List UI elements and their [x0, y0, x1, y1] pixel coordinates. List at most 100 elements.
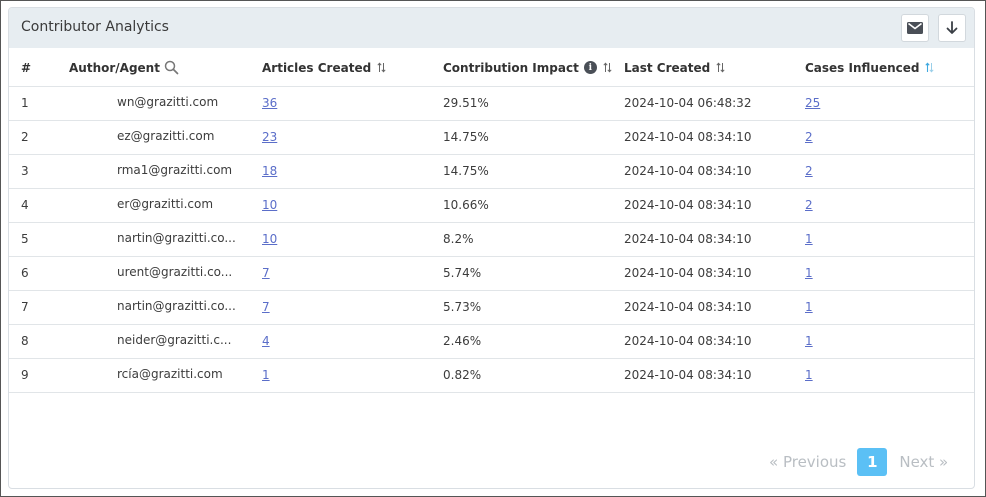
redaction-mask [69, 298, 117, 313]
table-row: 3 rma1@grazitti.com 18 14.75% 2024-10-04 08:… [9, 154, 974, 189]
redaction-mask [69, 196, 117, 211]
last-created-cell: 2024-10-04 08:34:10 [624, 188, 805, 223]
articles-link[interactable]: 36 [262, 96, 278, 110]
cases-link[interactable]: 2 [805, 198, 813, 212]
cases-link[interactable]: 2 [805, 164, 813, 178]
author-cell: nartin@grazitti.co... [69, 222, 262, 257]
sort-icon[interactable] [377, 62, 386, 73]
table-row: 8 neider@grazitti.c... 4 2.46% 2024-10-04 08… [9, 324, 974, 359]
col-impact-label: Contribution Impact [443, 60, 579, 75]
download-arrow-icon [946, 21, 958, 34]
row-index: 8 [9, 324, 69, 359]
author-cell: rcía@grazitti.com [69, 358, 262, 393]
sort-icon[interactable] [716, 62, 725, 73]
author-cell: neider@grazitti.c... [69, 324, 262, 359]
cases-cell: 25 [805, 86, 974, 121]
col-contribution-impact[interactable]: Contribution Impact i [443, 50, 624, 87]
articles-link[interactable]: 7 [262, 266, 270, 280]
articles-link[interactable]: 4 [262, 334, 270, 348]
author-cell: er@grazitti.com [69, 188, 262, 223]
last-created-cell: 2024-10-04 06:48:32 [624, 86, 805, 121]
col-author-label: Author/Agent [69, 60, 160, 75]
col-index: # [9, 50, 69, 87]
table-row: 6 urent@grazitti.co... 7 5.74% 2024-10-04 08… [9, 256, 974, 291]
col-cases-influenced[interactable]: Cases Influenced [805, 50, 974, 87]
sort-icon[interactable] [603, 62, 612, 73]
articles-cell: 10 [262, 188, 443, 223]
page-1-button[interactable]: 1 [857, 448, 888, 476]
previous-page-button[interactable]: « Previous [769, 453, 847, 471]
articles-link[interactable]: 1 [262, 368, 270, 382]
pagination: « Previous 1 Next » [769, 448, 948, 476]
row-index: 6 [9, 256, 69, 291]
cases-link[interactable]: 1 [805, 368, 813, 382]
articles-cell: 7 [262, 256, 443, 291]
impact-cell: 14.75% [443, 154, 624, 189]
table-row: 5 nartin@grazitti.co... 10 8.2% 2024-10-04 0… [9, 222, 974, 257]
col-last-created[interactable]: Last Created [624, 50, 805, 87]
author-cell: ez@grazitti.com [69, 120, 262, 155]
panel-header: Contributor Analytics [9, 8, 974, 48]
table-row: 2 ez@grazitti.com 23 14.75% 2024-10-04 08:34… [9, 120, 974, 155]
cases-link[interactable]: 25 [805, 96, 821, 110]
row-index: 7 [9, 290, 69, 325]
row-index: 4 [9, 188, 69, 223]
cases-cell: 1 [805, 256, 974, 291]
impact-cell: 8.2% [443, 222, 624, 257]
table-row: 7 nartin@grazitti.co... 7 5.73% 2024-10-04 0… [9, 290, 974, 325]
search-icon[interactable] [164, 60, 179, 75]
redaction-mask [69, 162, 117, 177]
cases-link[interactable]: 1 [805, 266, 813, 280]
col-cases-label: Cases Influenced [805, 60, 920, 75]
contributor-analytics-panel: Contributor Analytics # Author/Agent [8, 7, 975, 489]
author-cell: urent@grazitti.co... [69, 256, 262, 291]
email-button[interactable] [901, 14, 929, 42]
articles-link[interactable]: 18 [262, 164, 278, 178]
col-articles-label: Articles Created [262, 60, 372, 75]
sort-active-icon[interactable] [925, 62, 935, 73]
author-cell: rma1@grazitti.com [69, 154, 262, 189]
download-button[interactable] [938, 14, 966, 42]
cases-cell: 2 [805, 154, 974, 189]
impact-cell: 5.74% [443, 256, 624, 291]
table-body: 1 wn@grazitti.com 36 29.51% 2024-10-04 06:48… [9, 86, 974, 393]
col-articles-created[interactable]: Articles Created [262, 50, 443, 87]
impact-cell: 29.51% [443, 86, 624, 121]
last-created-cell: 2024-10-04 08:34:10 [624, 290, 805, 325]
impact-cell: 5.73% [443, 290, 624, 325]
last-created-cell: 2024-10-04 08:34:10 [624, 256, 805, 291]
articles-link[interactable]: 23 [262, 130, 278, 144]
redaction-mask [69, 230, 117, 245]
table-header-row: # Author/Agent Articles Created [9, 50, 974, 87]
redaction-mask [69, 332, 117, 347]
table-row: 1 wn@grazitti.com 36 29.51% 2024-10-04 06:48… [9, 86, 974, 121]
next-page-button[interactable]: Next » [899, 453, 949, 471]
impact-cell: 14.75% [443, 120, 624, 155]
cases-cell: 1 [805, 290, 974, 325]
cases-link[interactable]: 1 [805, 300, 813, 314]
col-author[interactable]: Author/Agent [69, 50, 262, 87]
row-index: 9 [9, 358, 69, 393]
panel-title: Contributor Analytics [21, 19, 169, 35]
author-cell: wn@grazitti.com [69, 86, 262, 121]
articles-cell: 1 [262, 358, 443, 393]
cases-link[interactable]: 1 [805, 334, 813, 348]
last-created-cell: 2024-10-04 08:34:10 [624, 358, 805, 393]
row-index: 5 [9, 222, 69, 257]
row-index: 2 [9, 120, 69, 155]
articles-cell: 36 [262, 86, 443, 121]
impact-cell: 10.66% [443, 188, 624, 223]
cases-cell: 2 [805, 120, 974, 155]
row-index: 3 [9, 154, 69, 189]
articles-link[interactable]: 10 [262, 198, 278, 212]
cases-cell: 2 [805, 188, 974, 223]
table-row: 9 rcía@grazitti.com 1 0.82% 2024-10-04 08:34… [9, 358, 974, 393]
cases-link[interactable]: 1 [805, 232, 813, 246]
cases-cell: 1 [805, 222, 974, 257]
redaction-mask [69, 366, 117, 381]
articles-link[interactable]: 10 [262, 232, 278, 246]
articles-link[interactable]: 7 [262, 300, 270, 314]
info-icon[interactable]: i [583, 61, 597, 75]
cases-cell: 1 [805, 324, 974, 359]
cases-link[interactable]: 2 [805, 130, 813, 144]
